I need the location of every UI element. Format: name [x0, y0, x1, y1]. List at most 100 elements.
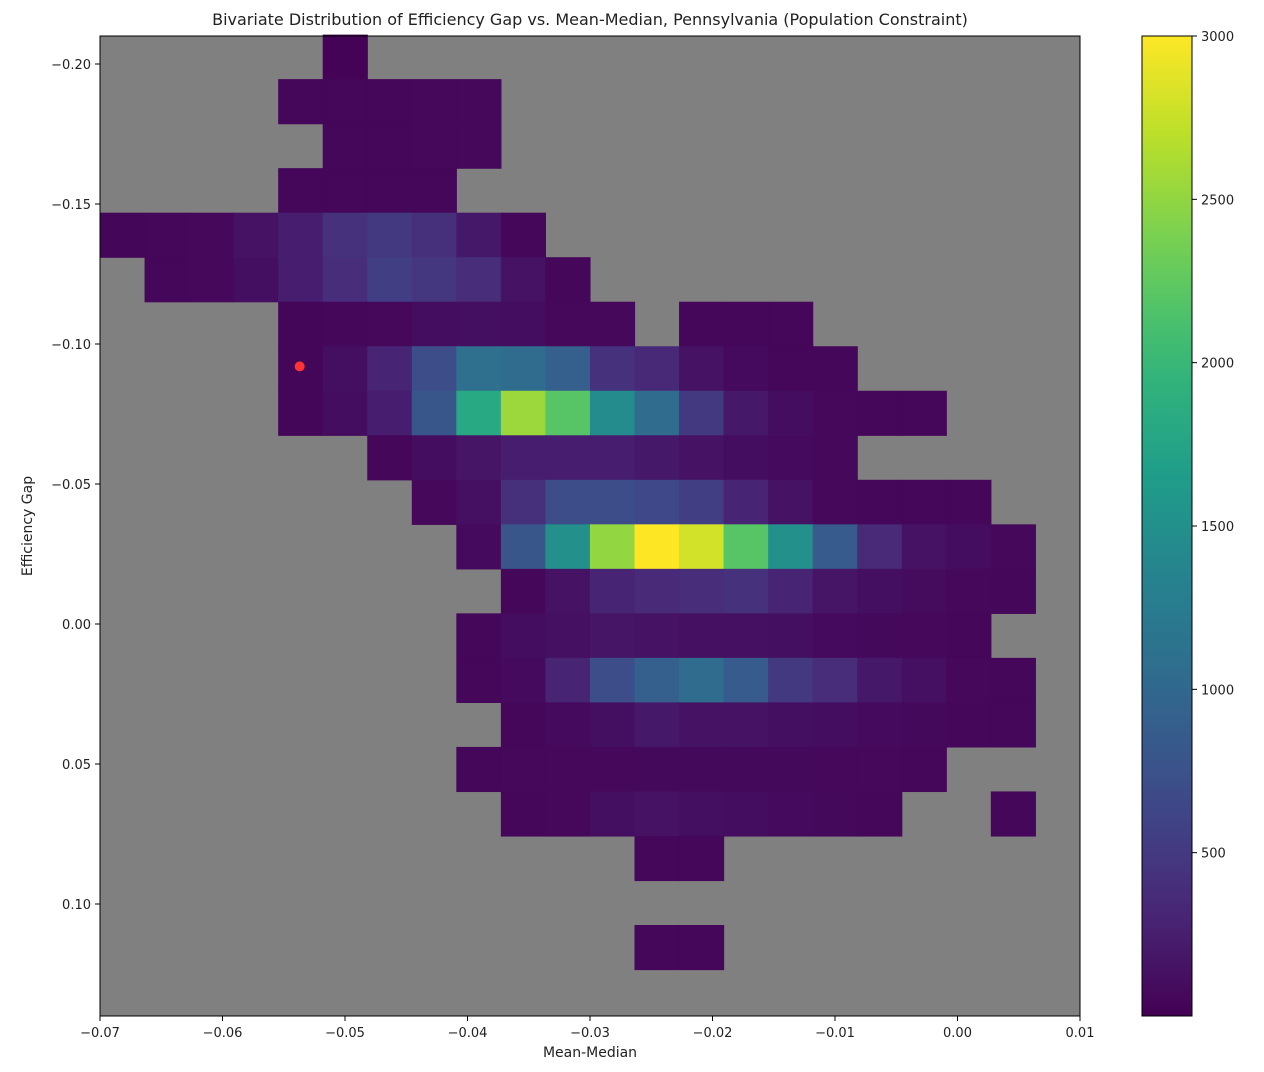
heatmap-cell: [634, 613, 680, 659]
heatmap-cell: [367, 168, 413, 214]
heatmap-cell: [679, 435, 725, 481]
heatmap-cell: [990, 524, 1036, 570]
heatmap-cell: [500, 613, 547, 659]
heatmap-cell: [679, 479, 725, 525]
heatmap-cell: [768, 568, 814, 614]
heatmap-cell: [500, 524, 547, 570]
colorbar-tick-label: 2500: [1201, 193, 1234, 208]
x-axis: −0.07 −0.06 −0.05 −0.04 −0.03 −0.02 −0.01 0.00 0…: [80, 1016, 1094, 1041]
heatmap-cell: [901, 613, 947, 659]
heatmap-cell: [233, 257, 279, 303]
heatmap-cell: [545, 613, 591, 659]
heatmap-cell: [634, 346, 680, 392]
heatmap-cell: [812, 746, 858, 793]
heatmap-cell: [589, 702, 636, 748]
heatmap-cell: [545, 346, 591, 392]
heatmap-cell: [411, 301, 457, 347]
heatmap-cell: [723, 746, 769, 793]
heatmap-cell: [812, 613, 858, 659]
heatmap-cell: [812, 791, 858, 837]
heatmap-cell: [768, 346, 814, 392]
heatmap-cell: [545, 524, 591, 570]
heatmap-cell: [634, 791, 680, 837]
heatmap-cell: [456, 479, 502, 525]
heatmap-cell: [723, 390, 769, 436]
heatmap-cell: [500, 702, 547, 748]
heatmap-cell: [589, 479, 636, 525]
heatmap-cell: [812, 568, 858, 614]
heatmap-cell: [901, 568, 947, 614]
heatmap-cell: [812, 524, 858, 570]
heatmap-cell: [589, 435, 636, 481]
heatmap-cell: [723, 702, 769, 748]
data-point: [294, 361, 305, 372]
heatmap-cell: [545, 301, 591, 347]
heatmap-cell: [411, 479, 457, 525]
heatmap-cell: [456, 390, 502, 436]
heatmap-cell: [723, 524, 769, 570]
heatmap-cell: [589, 524, 636, 570]
heatmap-cell: [500, 657, 547, 703]
heatmap-cell: [278, 390, 324, 436]
heatmap-cell: [990, 791, 1036, 837]
heatmap-cell: [456, 346, 502, 392]
heatmap-cell: [990, 702, 1036, 748]
x-tick-label: 0.00: [943, 1026, 972, 1041]
heatmap-cell: [857, 390, 903, 436]
heatmap-cell: [545, 791, 591, 837]
y-tick-label: −0.10: [51, 338, 91, 353]
heatmap-cell: [367, 390, 413, 436]
heatmap-cell: [990, 568, 1036, 614]
heatmap-cell: [679, 657, 725, 703]
heatmap-cell: [589, 791, 636, 837]
heatmap-cell: [500, 479, 547, 525]
y-tick-label: −0.05: [51, 478, 91, 493]
heatmap-cell: [456, 657, 502, 703]
heatmap-cell: [768, 746, 814, 793]
heatmap-cell: [679, 925, 725, 971]
heatmap-cell: [857, 746, 903, 793]
heatmap-cell: [723, 479, 769, 525]
heatmap-cell: [812, 346, 858, 392]
heatmap-cell: [322, 168, 368, 214]
heatmap-cell: [367, 123, 413, 169]
heatmap-cell: [545, 435, 591, 481]
heatmap-cell: [456, 257, 502, 303]
y-tick-label: 0.05: [62, 758, 91, 773]
heatmap-cell: [278, 212, 324, 258]
heatmap-cell: [857, 791, 903, 837]
x-tick-label: −0.05: [325, 1026, 365, 1041]
heatmap-cell: [589, 657, 636, 703]
y-tick-label: 0.00: [62, 618, 91, 633]
heatmap-cell: [857, 524, 903, 570]
colorbar-tick-label: 1000: [1201, 683, 1234, 698]
heatmap-cell: [456, 613, 502, 659]
heatmap-cell: [278, 257, 324, 303]
heatmap-cell: [456, 79, 502, 125]
chart-title: Bivariate Distribution of Efficiency Gap…: [212, 10, 968, 29]
heatmap-cell: [278, 79, 324, 125]
heatmap-cell: [723, 301, 769, 347]
heatmap-cell: [500, 346, 547, 392]
heatmap-cell: [768, 524, 814, 570]
heatmap-cell: [634, 435, 680, 481]
heatmap-cell: [679, 390, 725, 436]
heatmap-cell: [589, 746, 636, 793]
x-tick-label: −0.02: [693, 1026, 733, 1041]
colorbar-tick-label: 500: [1201, 847, 1226, 862]
heatmap-cell: [768, 390, 814, 436]
heatmap-cell: [456, 746, 502, 793]
heatmap-cell: [545, 568, 591, 614]
heatmap-cell: [812, 702, 858, 748]
heatmap-cell: [278, 301, 324, 347]
heatmap-cell: [100, 212, 146, 258]
heatmap-cell: [456, 301, 502, 347]
heatmap-cell: [589, 390, 636, 436]
heatmap-cell: [411, 257, 457, 303]
heatmap-cell: [411, 79, 457, 125]
heatmap-cell: [901, 479, 947, 525]
heatmap-cell: [634, 746, 680, 793]
heatmap-cell: [456, 123, 502, 169]
y-axis-label: Efficiency Gap: [20, 475, 36, 577]
heatmap-cell: [901, 657, 947, 703]
